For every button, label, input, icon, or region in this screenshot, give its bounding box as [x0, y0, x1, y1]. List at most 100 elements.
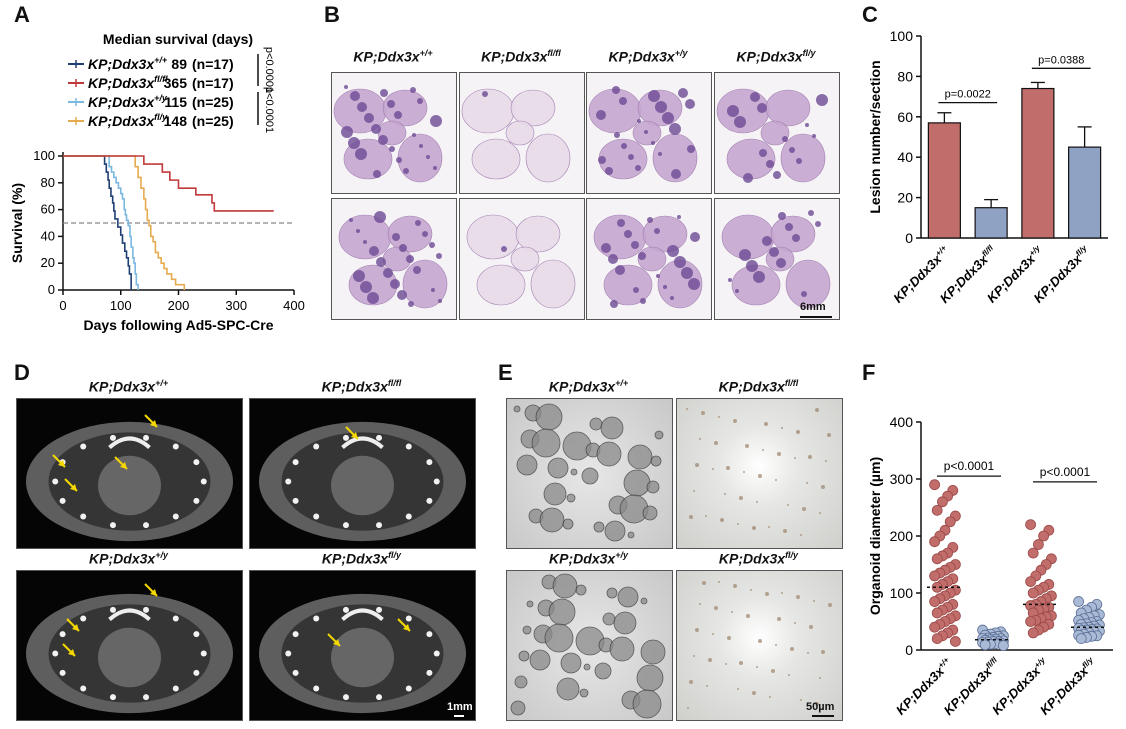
ct-scan-image — [16, 398, 243, 549]
data-point — [929, 479, 940, 491]
ct-label: KP;Ddx3x+/y — [89, 550, 168, 567]
data-point — [931, 633, 943, 645]
ct-scan-image — [16, 570, 243, 721]
organoid-label: KP;Ddx3x+/+ — [548, 378, 629, 395]
data-point — [931, 607, 943, 619]
data-point — [1025, 616, 1037, 627]
organoid-image — [506, 398, 673, 549]
legend-label: KP;Ddx3xfl/y — [88, 112, 168, 129]
data-point — [950, 636, 961, 647]
y-tick-label: 80 — [897, 68, 913, 84]
y-tick-label: 0 — [48, 282, 55, 297]
data-point — [979, 639, 991, 651]
y-tick-label: 20 — [897, 190, 913, 206]
scale-bar-label: 1mm — [447, 701, 473, 713]
comparison-pvalue: p<0.0001 — [1040, 465, 1091, 479]
legend-n: (n=17) — [192, 56, 234, 72]
data-point — [929, 596, 940, 607]
panel-letter-d: D — [14, 360, 30, 385]
bar — [974, 207, 1008, 239]
legend-median: 89 — [171, 56, 187, 72]
organoid-image — [676, 398, 843, 549]
y-tick-label: 0 — [905, 642, 913, 658]
x-axis-label: Days following Ad5-SPC-Cre — [83, 317, 273, 333]
lesion-plot-area: 0 20 40 60 80 100 Lesion number/section p=0.002… — [867, 28, 1108, 306]
y-tick-label: 100 — [890, 585, 914, 601]
comparison-pvalue: p=0.0388 — [1038, 54, 1084, 66]
data-point — [937, 496, 948, 508]
legend-median: 115 — [164, 94, 187, 110]
legend-label: KP;Ddx3x+/+ — [88, 55, 168, 72]
histology-column-label: KP;Ddx3xfl/fl — [481, 48, 561, 65]
data-point — [1025, 519, 1037, 531]
histology-section-image — [714, 72, 840, 194]
panel-letter-b: B — [324, 2, 340, 27]
histology-column-label: KP;Ddx3xfl/y — [736, 48, 816, 65]
organoid-scatter-chart: 0 100 200 300 400 Organoid diameter (µm) p<0.0… — [867, 414, 1113, 718]
histology-section-image — [331, 72, 457, 194]
data-point — [1027, 627, 1039, 639]
comparison-pvalue: p=0.0022 — [945, 89, 991, 101]
survival-curve — [63, 155, 139, 290]
legend-title: Median survival (days) — [103, 31, 253, 47]
data-point — [929, 570, 940, 582]
ct-label: KP;Ddx3x+/+ — [88, 378, 169, 395]
legend-median: 148 — [164, 113, 188, 129]
legend-n: (n=17) — [192, 75, 234, 91]
survival-plot-area: 0 20 40 60 80 100 0 100 200 300 400 Days following … — [9, 148, 305, 333]
y-axis-label: Survival (%) — [9, 183, 25, 263]
data-point — [944, 516, 956, 528]
panel-letter-e: E — [498, 360, 513, 385]
histology-column-label: KP;Ddx3x+/y — [608, 48, 688, 65]
legend-median: 365 — [164, 75, 188, 91]
panel-letter-f: F — [862, 360, 876, 385]
organoid-label: KP;Ddx3xfl/y — [718, 550, 799, 567]
y-axis-label: Organoid diameter (µm) — [867, 457, 883, 615]
legend-label: KP;Ddx3x+/y — [88, 93, 168, 110]
histology-section-image — [459, 198, 585, 320]
survival-chart: Median survival (days) KP;Ddx3x+/+ 89 (n=1… — [9, 31, 305, 333]
y-axis-label: Lesion number/section — [867, 60, 883, 213]
y-tick-label: 0 — [905, 230, 913, 246]
data-point — [1025, 576, 1037, 588]
y-tick-label: 80 — [41, 175, 55, 190]
histology-column-label: KP;Ddx3x+/+ — [353, 48, 433, 65]
data-point — [931, 553, 943, 565]
survival-curve — [63, 155, 274, 212]
scale-bar — [800, 316, 832, 318]
x-tick-label: 300 — [225, 298, 247, 313]
histology-section-image — [586, 72, 712, 194]
data-point — [929, 536, 940, 548]
x-tick-label: 400 — [283, 298, 305, 313]
bar — [1068, 146, 1102, 239]
histology-section-image — [459, 72, 585, 194]
y-tick-label: 20 — [41, 255, 55, 270]
scale-bar-label: 6mm — [800, 301, 826, 313]
pvalue-label: p<0.0001 — [263, 87, 275, 133]
ct-label: KP;Ddx3xfl/fl — [321, 378, 402, 395]
histology-section-image — [586, 198, 712, 320]
data-point — [997, 640, 1009, 651]
scale-bar — [454, 715, 464, 717]
y-tick-label: 40 — [897, 149, 913, 165]
y-tick-label: 100 — [890, 28, 914, 44]
y-tick-label: 400 — [890, 414, 914, 430]
x-tick-label: 200 — [168, 298, 190, 313]
data-point — [929, 621, 940, 633]
organoid-plot-area: 0 100 200 300 400 Organoid diameter (µm) p<0.0… — [867, 414, 1113, 718]
data-point — [931, 581, 943, 593]
y-tick-label: 100 — [33, 148, 55, 163]
histology-section-image — [331, 198, 457, 320]
panel-letter-c: C — [862, 2, 878, 27]
legend-label: KP;Ddx3xfl/fl — [88, 74, 168, 91]
legend-n: (n=25) — [192, 94, 234, 110]
data-point — [1038, 530, 1050, 542]
scale-bar-label: 50µm — [806, 701, 835, 713]
data-point — [1027, 547, 1039, 559]
organoid-label: KP;Ddx3x+/y — [549, 550, 628, 567]
data-point — [1027, 587, 1039, 599]
y-tick-label: 40 — [41, 228, 55, 243]
x-category-label: KP;Ddx3xfl/y — [1031, 243, 1094, 306]
